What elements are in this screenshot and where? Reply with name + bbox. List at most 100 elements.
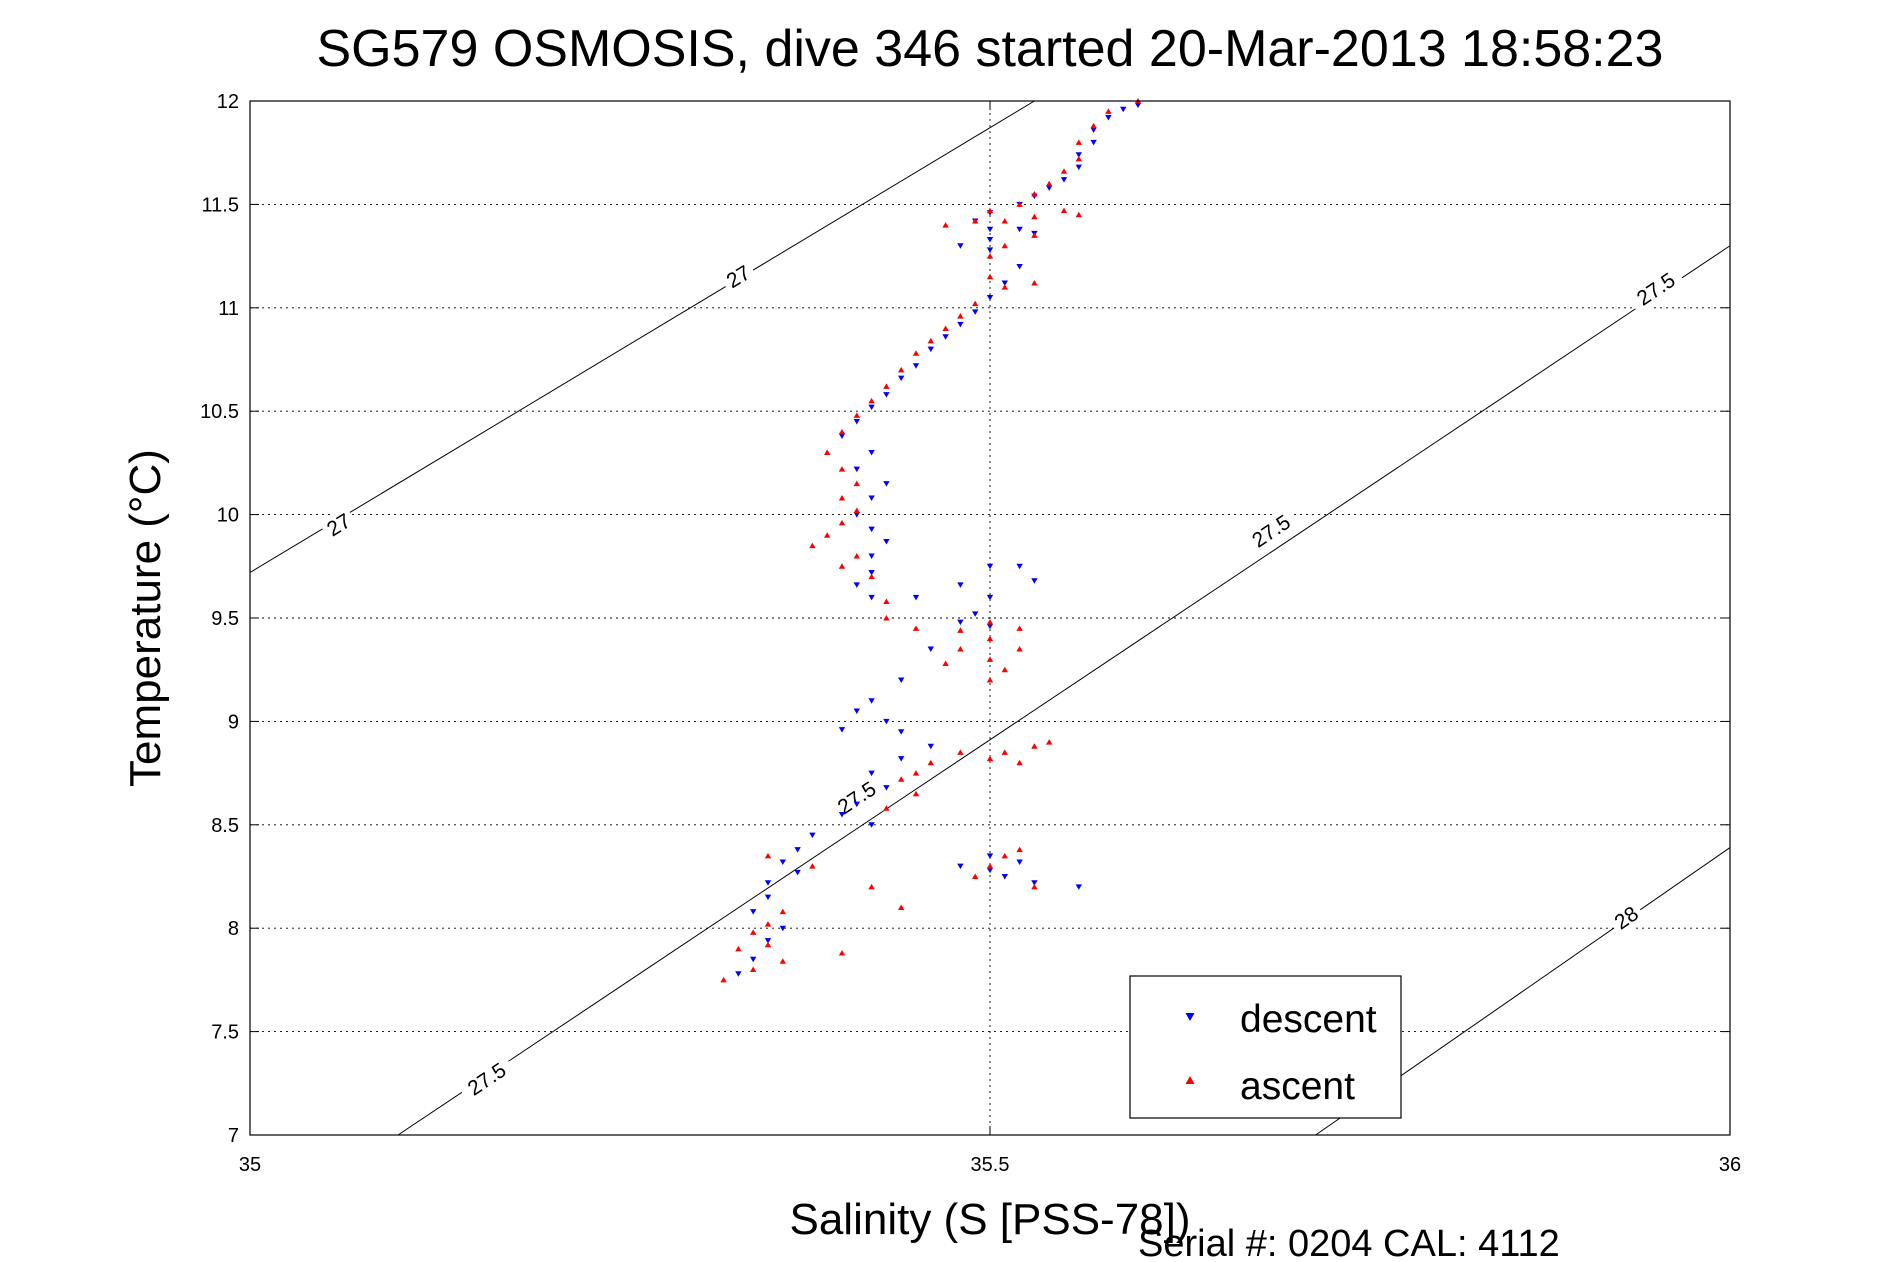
density-contour-line	[397, 245, 1731, 1136]
ascent-point	[972, 300, 979, 307]
ascent-point	[1075, 139, 1082, 145]
ascent-point	[1001, 852, 1008, 859]
ascent-point	[1060, 168, 1068, 174]
descent-point	[1001, 280, 1008, 286]
y-tick-label: 10.5	[200, 401, 239, 423]
descent-point	[794, 869, 801, 876]
ascent-point	[986, 253, 994, 259]
ascent-point	[912, 790, 920, 797]
descent-point	[868, 404, 875, 411]
density-contour-label-bg	[456, 1052, 518, 1106]
serial-cal-footer: Serial #: 0204 CAL: 4112	[1138, 1223, 1560, 1262]
descent-point	[853, 466, 860, 473]
y-tick-label: 11	[218, 298, 239, 320]
descent-point	[868, 526, 875, 533]
x-tick-label: 36	[1719, 1154, 1741, 1176]
y-tick-label: 7	[228, 1125, 239, 1147]
ascent-point	[898, 366, 905, 373]
descent-point	[912, 594, 920, 601]
descent-point	[957, 582, 964, 588]
descent-point	[1001, 874, 1008, 880]
y-tick-label: 9	[228, 711, 239, 733]
descent-point	[912, 363, 920, 369]
ascent-point	[898, 904, 905, 911]
chart-title: SG579 OSMOSIS, dive 346 started 20-Mar-2…	[317, 20, 1664, 78]
descent-point	[779, 859, 786, 866]
density-contour-label-group: 27	[318, 505, 360, 545]
descent-point	[764, 894, 772, 901]
y-tick-label: 8.5	[211, 815, 239, 837]
ascent-point	[972, 873, 979, 879]
descent-point	[883, 718, 890, 725]
descent-point	[868, 553, 875, 559]
ascent-point	[957, 749, 964, 755]
legend: descent ascent	[1129, 975, 1402, 1119]
density-contour-label-bg	[1625, 262, 1687, 316]
descent-point	[957, 243, 964, 249]
descent-point	[838, 727, 846, 733]
descent-point	[927, 646, 934, 653]
ascent-point	[838, 519, 846, 526]
descent-point	[853, 582, 860, 588]
ascent-point	[986, 619, 994, 625]
descent-point	[853, 512, 860, 518]
y-tick-label: 11.5	[202, 194, 239, 216]
ascent-point	[838, 563, 846, 569]
ascent-point	[942, 660, 949, 666]
descent-point	[1016, 859, 1023, 866]
ascent-point	[986, 863, 994, 869]
ascent-point	[824, 532, 831, 538]
ascent-point	[942, 222, 949, 228]
descent-point	[868, 698, 875, 704]
ascent-point	[986, 635, 994, 642]
descent-point	[986, 853, 994, 859]
ascent-point	[1031, 213, 1038, 220]
ascent-point	[883, 598, 890, 604]
ascent-point	[986, 273, 994, 280]
ascent-point	[1105, 108, 1112, 114]
descent-point	[898, 677, 905, 684]
descent-point	[853, 801, 860, 808]
ascent-point	[957, 646, 964, 652]
ascent-point	[972, 217, 979, 224]
ascent-point	[720, 976, 727, 983]
ascent-point	[1075, 211, 1082, 218]
descent-point	[853, 419, 860, 425]
ascent-point	[1046, 180, 1053, 187]
descent-point	[779, 925, 786, 932]
ascent-point	[764, 941, 772, 948]
descent-point	[838, 433, 846, 440]
ascent-point	[912, 350, 920, 356]
descent-point	[883, 538, 890, 545]
descent-point	[1105, 115, 1112, 121]
ascent-point	[838, 466, 846, 472]
ascent-point	[986, 755, 994, 762]
ascent-point	[1016, 625, 1023, 631]
descent-point	[972, 309, 979, 315]
ascent-point	[779, 958, 786, 964]
ascent-point	[1016, 646, 1023, 652]
density-contour-label-bg	[1605, 898, 1647, 938]
descent-point	[1031, 880, 1038, 886]
descent-point	[868, 594, 875, 601]
ascent-point	[1090, 122, 1097, 129]
legend-ascent-label: ascent	[1240, 1065, 1355, 1108]
descent-point	[942, 334, 949, 340]
descent-point	[927, 346, 934, 353]
ascent-point	[853, 552, 860, 559]
descent-point	[986, 226, 994, 233]
ascent-point	[1016, 846, 1023, 853]
y-axis-label: Temperature (°C)	[121, 449, 170, 787]
density-contour-label-bg	[1240, 504, 1302, 558]
ascent-point	[1001, 217, 1008, 224]
descent-point	[750, 909, 757, 915]
descent-point	[1031, 578, 1038, 584]
ascent-point	[809, 863, 816, 869]
legend-descent-marker	[1185, 1013, 1195, 1021]
descent-point	[1016, 263, 1023, 270]
ascent-point	[883, 615, 890, 621]
descent-point	[868, 570, 875, 576]
descent-point	[1016, 226, 1023, 233]
axis-ticks: 35 35.5 36 7 7.5 8 8.5 9 9.5 10 10.5 11 11.5 12	[200, 91, 1741, 1176]
descent-point	[986, 237, 994, 243]
